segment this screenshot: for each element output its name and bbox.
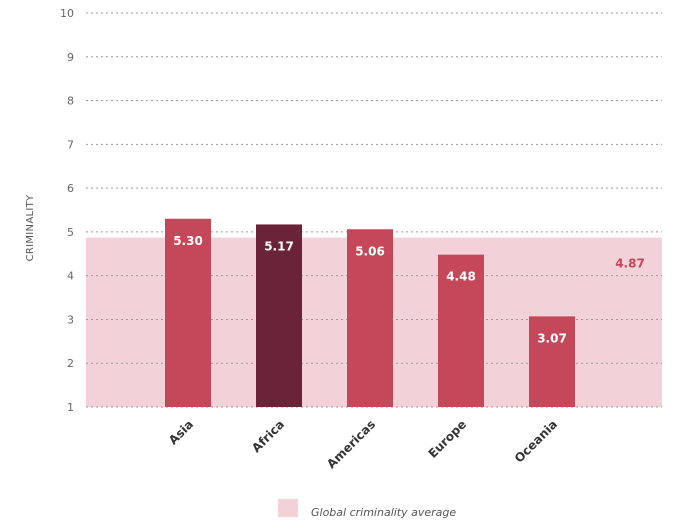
bar-asia [165,218,211,407]
legend-swatch-global-average [278,499,298,517]
value-label-americas: 5.06 [355,244,385,258]
value-label-oceania: 3.07 [537,331,567,345]
y-tick-label: 1 [67,401,74,414]
y-tick-label: 3 [67,313,74,326]
value-labels: 5.30 5.17 5.06 4.48 3.07 [173,234,567,346]
y-tick-label: 6 [67,182,74,195]
bar-oceania [529,316,575,407]
category-label-europe: Europe [426,417,470,461]
y-tick-label: 5 [67,226,74,239]
y-tick-label: 8 [67,95,74,108]
legend-label-global-average: Global criminality average [311,506,456,519]
category-label-americas: Americas [324,417,378,471]
bar-americas [347,229,393,407]
y-tick-label: 2 [67,357,74,370]
bar-europe [438,254,484,407]
y-tick-label: 4 [67,270,74,283]
average-value-label: 4.87 [615,257,645,271]
y-tick-label: 10 [60,7,74,20]
value-label-africa: 5.17 [264,239,294,253]
legend: Global criminality average [278,499,456,519]
y-axis-title: CRIMINALITY [25,194,36,261]
category-labels: Asia Africa Americas Europe Oceania [166,417,560,471]
y-tick-label: 9 [67,51,74,64]
category-label-asia: Asia [166,417,196,447]
value-label-europe: 4.48 [446,270,476,284]
category-label-oceania: Oceania [512,417,560,465]
y-axis-ticks: 1 2 3 4 5 6 7 8 9 10 [60,7,74,414]
value-label-asia: 5.30 [173,234,203,248]
y-tick-label: 7 [67,138,74,151]
bar-africa [256,224,302,407]
category-label-africa: Africa [249,417,287,455]
bars [165,218,575,407]
